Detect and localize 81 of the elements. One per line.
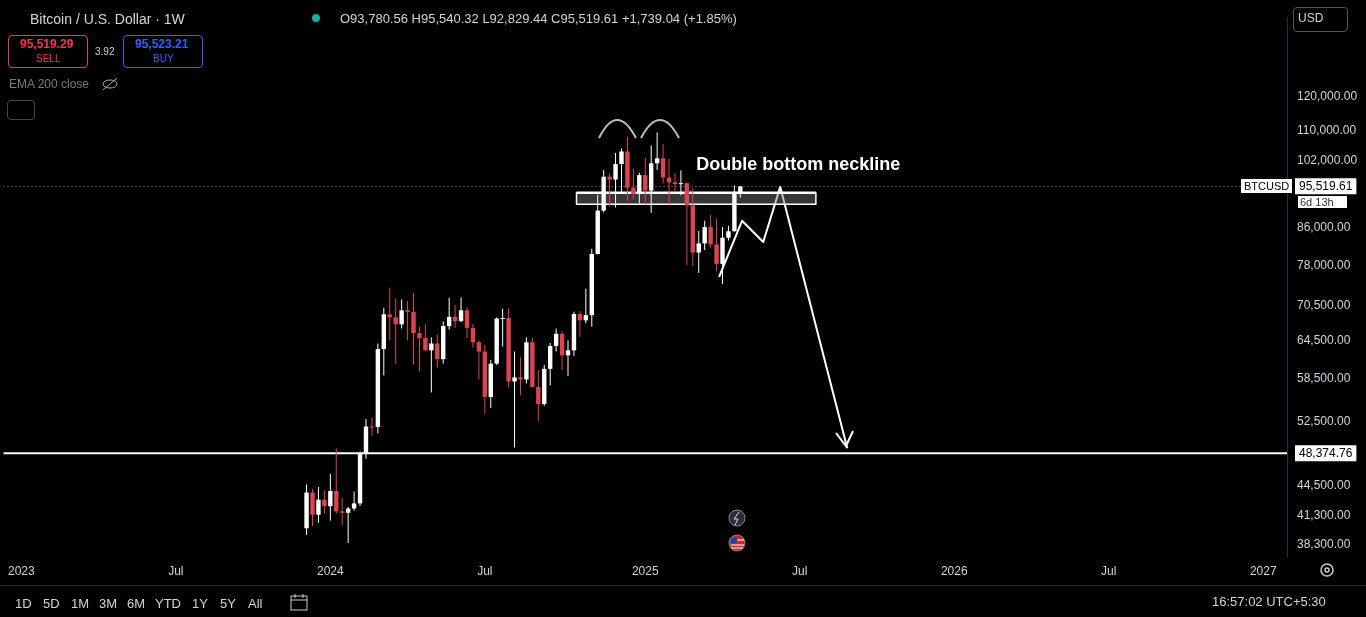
candlestick (334, 447, 339, 514)
text: USD (1298, 11, 1324, 25)
text: YTD (155, 596, 181, 611)
candlestick (328, 473, 333, 522)
candlestick (411, 292, 416, 366)
x-tick-label: 2023 (8, 563, 36, 578)
candlestick (458, 297, 464, 323)
candlestick (702, 220, 707, 251)
x-tick-label: 2026 (940, 563, 968, 578)
candlestick (518, 356, 523, 396)
candlestick (393, 297, 398, 365)
candlestick (423, 323, 428, 352)
x-tick-label: 2025 (631, 563, 659, 578)
candlestick (316, 486, 321, 524)
candlestick (660, 143, 666, 185)
y-tick-label: 102,000.00 (1297, 152, 1358, 167)
y-tick-label: 52,500.00 (1297, 413, 1351, 428)
annotation: BTCUSD (1241, 179, 1293, 194)
candlestick (310, 488, 315, 527)
chart-title: Bitcoin / U.S. Dollar · 1W (30, 11, 185, 27)
y-tick-label: 120,000.00 (1297, 89, 1358, 104)
candlestick (340, 497, 345, 526)
candlestick (399, 298, 404, 329)
text: 5Y (220, 596, 236, 611)
ref-line-label: 48,374.76 (1299, 445, 1353, 460)
annotation: BUY (153, 53, 174, 64)
candlestick (369, 417, 375, 437)
y-tick-label: 64,500.00 (1297, 332, 1351, 347)
y-tick-label: 110,000.00 (1297, 123, 1357, 138)
x-tick-label: 2027 (1249, 563, 1277, 578)
candlestick (643, 157, 648, 206)
text: 1Y (192, 596, 208, 611)
candlestick (708, 214, 713, 249)
annotation: 95,519.29 (20, 37, 74, 51)
y-tick-label: 78,000.00 (1297, 258, 1351, 273)
text: 16:57:02 UTC+5:30 (1212, 594, 1326, 609)
candlestick (351, 491, 357, 512)
candlestick (631, 168, 636, 200)
candlestick (464, 306, 470, 339)
candlestick (607, 173, 612, 207)
x-tick-label: Jul (168, 563, 184, 578)
annotation: EMA 200 close (9, 77, 90, 91)
y-tick-label: 38,300.00 (1297, 537, 1351, 552)
annotation: 3.92 (95, 46, 115, 57)
series-label: Double bottom neckline (696, 153, 901, 174)
text: All (248, 596, 263, 611)
text: 1M (71, 596, 90, 611)
y-tick-label: 70,500.00 (1297, 297, 1351, 312)
candlestick (476, 339, 482, 380)
candlestick (405, 300, 410, 341)
x-tick-label: Jul (1101, 563, 1117, 578)
candlestick (684, 181, 690, 266)
text: 5D (43, 596, 60, 611)
candlestick (654, 131, 660, 171)
x-tick-label: 2024 (316, 563, 344, 578)
candlestick (672, 172, 678, 193)
annotation: SELL (36, 53, 61, 64)
candlestick (536, 369, 541, 422)
candlestick (547, 342, 553, 387)
candlestick (500, 308, 505, 348)
text: 6d 13h (1298, 196, 1347, 209)
candlestick (565, 339, 571, 377)
candlestick (429, 336, 434, 393)
candlestick (512, 351, 517, 449)
x-tick-label: Jul (792, 563, 808, 578)
text: 3M (99, 596, 118, 611)
candlestick (417, 326, 422, 372)
y-tick-label: 86,000.00 (1297, 219, 1351, 234)
ref-line-label: 95,519.61 (1299, 178, 1353, 193)
candlestick (322, 490, 327, 514)
text: 6M (127, 596, 146, 611)
y-tick-label: 58,500.00 (1297, 371, 1351, 386)
candlestick (714, 218, 719, 272)
annotation: 95,523.21 (135, 37, 189, 51)
x-tick-label: Jul (477, 563, 493, 578)
text: 1D (15, 596, 32, 611)
annotation: O93,780.56 H95,540.32 L92,829.44 C95,519.61 +1,739.04 (+1.85%) (340, 11, 737, 26)
y-tick-label: 41,300.00 (1297, 507, 1351, 522)
candlestick (696, 230, 701, 274)
candlestick (553, 327, 559, 353)
y-tick-label: 44,500.00 (1297, 478, 1351, 493)
